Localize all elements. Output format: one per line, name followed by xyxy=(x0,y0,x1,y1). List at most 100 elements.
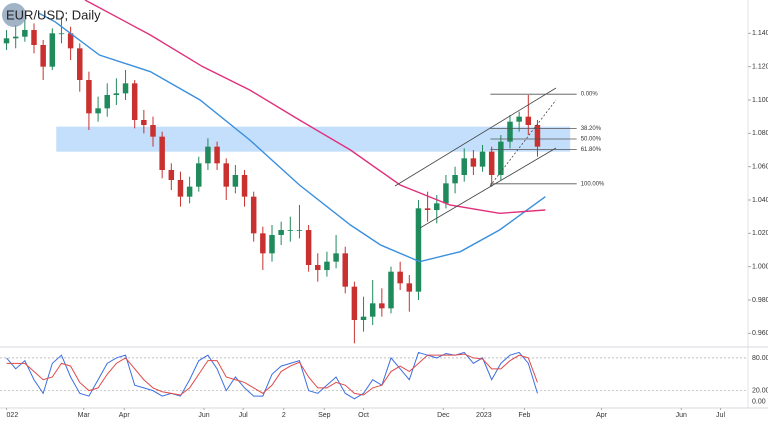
candle-body xyxy=(131,83,138,120)
candle-body xyxy=(424,208,431,210)
oscillator-tick-label: 80.00 xyxy=(752,355,768,362)
candle-body xyxy=(479,151,486,167)
oscillator-line xyxy=(6,351,538,400)
channel-upper xyxy=(394,87,557,187)
candle-body xyxy=(223,163,229,187)
x-tick-label: Sep xyxy=(318,412,331,419)
x-tick-label: Jun xyxy=(676,412,687,419)
fib-label: 50.00% xyxy=(581,137,602,143)
x-tick-label: Oct xyxy=(358,412,369,419)
y-tick-label: 0.980 xyxy=(752,297,768,304)
x-tick-label: Jul xyxy=(239,412,248,419)
fib-label: 38.20% xyxy=(581,126,602,132)
candle-body xyxy=(49,33,56,67)
candle-body xyxy=(141,120,147,125)
x-tick-label: Feb xyxy=(518,412,530,419)
candle-body xyxy=(104,95,110,109)
candle-body xyxy=(3,38,10,44)
y-tick-label: 1.080 xyxy=(752,130,768,137)
fib-label: 0.00% xyxy=(581,92,599,98)
candle-body xyxy=(525,116,532,125)
candle-body xyxy=(333,253,339,262)
candle-body xyxy=(269,235,275,254)
candle-body xyxy=(516,116,522,122)
candle-body xyxy=(415,208,422,292)
oscillator-panel xyxy=(0,351,748,400)
y-tick-label: 1.060 xyxy=(752,164,768,171)
x-tick-label: 022 xyxy=(7,412,19,419)
moving-average xyxy=(84,0,546,215)
candle-body xyxy=(260,233,266,254)
candle-body xyxy=(22,30,28,37)
price-panel xyxy=(3,0,571,344)
x-tick-label: Jul xyxy=(716,412,725,419)
candle-body xyxy=(67,33,74,49)
candle-body xyxy=(150,125,156,137)
candle-body xyxy=(324,261,330,270)
oscillator-tick-label: 0.00 xyxy=(752,398,766,405)
y-tick-label: 0.960 xyxy=(752,330,768,337)
candle-body xyxy=(287,230,294,231)
oscillator-line xyxy=(6,353,538,396)
logo xyxy=(2,3,26,27)
candle-body xyxy=(507,121,513,142)
candle-body xyxy=(122,83,129,94)
candle-body xyxy=(113,93,120,95)
x-tick-label: 2 xyxy=(282,412,286,419)
candle-body xyxy=(360,316,367,320)
oscillator-tick-label: 20.00 xyxy=(752,387,768,394)
y-tick-label: 1.040 xyxy=(752,197,768,204)
candle-body xyxy=(443,183,449,204)
candle-body xyxy=(305,230,312,265)
candle-body xyxy=(296,230,303,231)
candle-body xyxy=(241,175,248,197)
candle-body xyxy=(470,158,477,167)
candle-body xyxy=(86,80,92,114)
candle-body xyxy=(31,30,37,45)
candle-body xyxy=(498,141,504,175)
candle-body xyxy=(315,265,321,270)
candle-body xyxy=(232,175,239,187)
candle-body xyxy=(388,271,394,309)
candle-body xyxy=(196,163,202,187)
candle-body xyxy=(461,158,467,175)
candle-body xyxy=(95,108,101,114)
candle-body xyxy=(214,146,220,164)
support-zone xyxy=(56,126,571,152)
candle-body xyxy=(40,45,46,67)
x-tick-label: Jun xyxy=(198,412,209,419)
x-tick-label: Apr xyxy=(119,412,131,419)
candle-body xyxy=(278,230,284,235)
candle-body xyxy=(369,303,376,317)
x-tick-label: Dec xyxy=(437,412,450,419)
moving-average xyxy=(38,12,546,263)
candle-body xyxy=(434,203,440,210)
candle-body xyxy=(159,136,165,170)
axes: 0.960 0.980 1.000 1.020 1.040 1.060 1.080 1.100… xyxy=(6,30,768,419)
y-tick-label: 1.000 xyxy=(752,264,768,271)
candle-body xyxy=(342,253,348,287)
y-tick-label: 1.140 xyxy=(752,30,768,37)
candle-body xyxy=(58,33,65,35)
candle-body xyxy=(488,151,495,175)
candle-body xyxy=(12,36,19,39)
y-tick-label: 1.020 xyxy=(752,230,768,237)
y-tick-label: 1.120 xyxy=(752,64,768,71)
candle-body xyxy=(77,48,83,80)
candle-body xyxy=(168,170,175,180)
chart-title: EUR/USD; Daily xyxy=(6,7,101,22)
candle-body xyxy=(205,146,211,164)
fib-label: 100.00% xyxy=(581,181,605,187)
channel-lower xyxy=(419,147,557,229)
candle-body xyxy=(351,286,358,320)
fib-label: 61.80% xyxy=(581,147,602,153)
candle-body xyxy=(177,180,184,197)
candle-body xyxy=(397,271,403,284)
x-tick-label: Apr xyxy=(596,412,608,419)
y-tick-label: 1.100 xyxy=(752,97,768,104)
x-tick-label: Mar xyxy=(78,412,91,419)
candle-body xyxy=(379,303,385,309)
candle-body xyxy=(406,283,413,292)
